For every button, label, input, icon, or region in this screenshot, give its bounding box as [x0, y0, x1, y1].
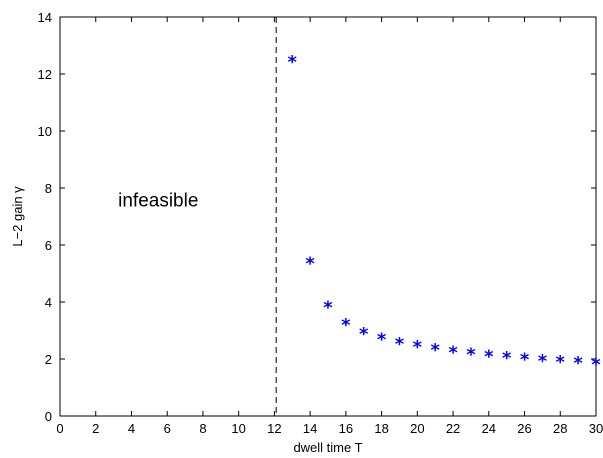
x-tick-label: 20 — [410, 421, 424, 436]
x-tick-label: 16 — [339, 421, 353, 436]
x-tick-label: 28 — [553, 421, 567, 436]
y-tick-label: 12 — [38, 67, 52, 82]
data-point: * — [502, 348, 512, 369]
y-tick-label: 10 — [38, 124, 52, 139]
x-tick-label: 30 — [589, 421, 603, 436]
x-tick-label: 26 — [517, 421, 531, 436]
data-point: * — [305, 254, 315, 275]
x-tick-label: 24 — [482, 421, 496, 436]
infeasible-annotation: infeasible — [118, 190, 198, 211]
data-point: * — [573, 353, 583, 374]
data-point: * — [395, 334, 405, 355]
data-point: * — [520, 349, 530, 370]
data-point: * — [538, 351, 548, 372]
y-tick-label: 14 — [38, 10, 52, 25]
y-tick-label: 0 — [45, 409, 52, 424]
data-point: * — [484, 346, 494, 367]
data-point: * — [359, 324, 369, 345]
data-point: * — [413, 337, 423, 358]
x-tick-label: 4 — [128, 421, 135, 436]
y-axis-label-main: L−2 gain — [10, 193, 25, 247]
x-tick-label: 0 — [56, 421, 63, 436]
plot-area — [59, 16, 597, 417]
x-tick-label: 14 — [303, 421, 317, 436]
x-tick-label: 22 — [446, 421, 460, 436]
y-tick-label: 6 — [45, 238, 52, 253]
data-point: * — [591, 354, 601, 375]
x-tick-label: 2 — [92, 421, 99, 436]
y-tick-label: 2 — [45, 352, 52, 367]
data-point: * — [466, 344, 476, 365]
x-tick-label: 18 — [374, 421, 388, 436]
x-axis-label: dwell time T — [293, 440, 362, 455]
x-tick-label: 12 — [267, 421, 281, 436]
x-tick-label: 10 — [231, 421, 245, 436]
y-axis-label-symbol: γ — [10, 186, 25, 193]
data-point: * — [377, 329, 387, 350]
data-point: * — [556, 352, 566, 373]
y-tick-label: 4 — [45, 295, 52, 310]
data-point: * — [323, 297, 333, 318]
x-tick-label: 6 — [164, 421, 171, 436]
data-point: * — [288, 52, 298, 73]
x-tick-label: 8 — [199, 421, 206, 436]
y-tick-label: 8 — [45, 181, 52, 196]
data-point: * — [448, 342, 458, 363]
y-axis-label: L−2 gain γ — [10, 186, 25, 247]
data-points: * * * * * * * * * * * * * * * * * * — [288, 52, 602, 375]
data-point: * — [430, 340, 440, 361]
data-point: * — [341, 315, 351, 336]
